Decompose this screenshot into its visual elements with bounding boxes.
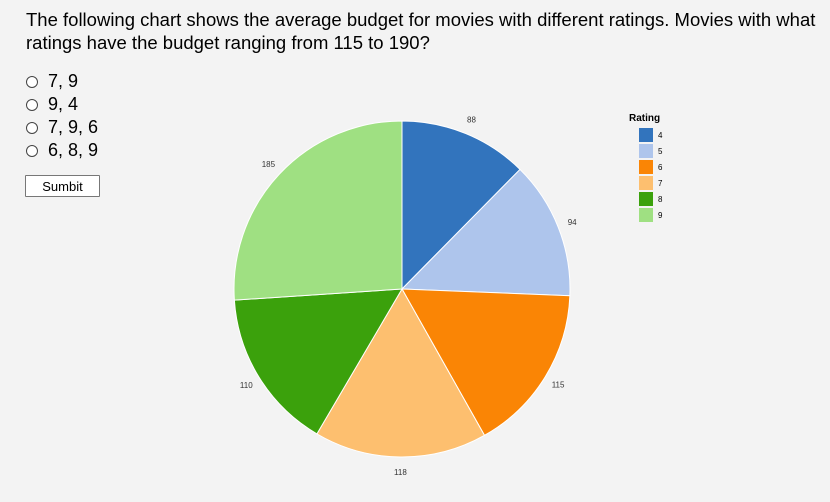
option-1[interactable]: 7, 9 — [26, 70, 98, 93]
radio-button[interactable] — [26, 75, 38, 88]
option-label: 7, 9, 6 — [48, 117, 99, 137]
pie-slice-6 — [401, 288, 571, 437]
legend-label-9: 9 — [658, 211, 663, 220]
legend-swatch-5 — [639, 144, 653, 158]
legend-label-8: 8 — [658, 195, 663, 204]
legend-swatch-7 — [639, 176, 653, 190]
answer-options: 7, 9 9, 4 7, 9, 6 6, 8, 9 — [26, 70, 98, 162]
slice-value-label: 110 — [240, 381, 253, 390]
legend-swatch-8 — [639, 192, 653, 206]
radio-button[interactable] — [26, 121, 38, 134]
legend: Rating 4 5 6 7 8 9 — [629, 113, 663, 222]
slice-value-label: 115 — [552, 380, 565, 389]
legend-label-6: 6 — [658, 163, 663, 172]
pie-slice-4 — [401, 120, 521, 291]
pie-slice-9 — [233, 120, 403, 301]
pie-slice-7 — [316, 287, 486, 458]
slice-labels: 88 94 115 118 110 185 — [240, 116, 577, 477]
legend-swatch-9 — [639, 208, 653, 222]
option-label: 6, 8, 9 — [48, 140, 99, 160]
option-label: 9, 4 — [48, 94, 79, 114]
radio-button[interactable] — [26, 144, 38, 157]
legend-label-4: 4 — [658, 131, 663, 140]
option-2[interactable]: 9, 4 — [26, 93, 98, 116]
question-text: The following chart shows the average bu… — [26, 9, 816, 53]
option-3[interactable]: 7, 9, 6 — [26, 116, 98, 139]
slice-value-label: 118 — [394, 468, 407, 477]
legend-title: Rating — [629, 113, 660, 124]
option-4[interactable]: 6, 8, 9 — [26, 139, 98, 162]
slice-value-label: 94 — [568, 218, 577, 227]
legend-swatch-4 — [639, 128, 653, 142]
submit-button[interactable]: Sumbit — [25, 175, 100, 197]
legend-label-5: 5 — [658, 147, 663, 156]
legend-swatch-6 — [639, 160, 653, 174]
option-label: 7, 9 — [48, 71, 79, 91]
pie-slice-5 — [400, 168, 571, 297]
legend-label-7: 7 — [658, 179, 663, 188]
pie-slices — [233, 120, 571, 458]
pie-slice-8 — [233, 288, 403, 435]
slice-value-label: 88 — [467, 116, 476, 125]
radio-button[interactable] — [26, 98, 38, 111]
slice-value-label: 185 — [262, 160, 276, 169]
